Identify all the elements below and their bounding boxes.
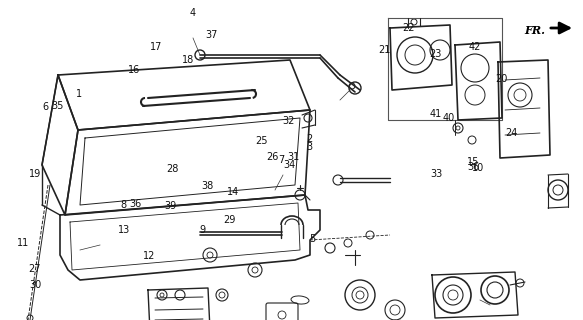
Text: 1: 1 [76, 89, 82, 100]
Text: 40: 40 [442, 113, 455, 123]
Text: 9: 9 [200, 225, 206, 236]
Text: 37: 37 [205, 29, 217, 40]
Text: 31: 31 [287, 152, 300, 162]
Text: 8: 8 [121, 200, 127, 210]
Text: 17: 17 [150, 42, 163, 52]
Text: 14: 14 [227, 187, 240, 197]
Text: 7: 7 [278, 155, 284, 165]
Text: 6: 6 [43, 102, 48, 112]
Text: 36: 36 [467, 162, 480, 172]
Text: 20: 20 [495, 74, 508, 84]
Text: 21: 21 [378, 44, 391, 55]
Text: 33: 33 [430, 169, 442, 180]
Text: 2: 2 [306, 134, 312, 144]
Text: 18: 18 [181, 55, 194, 65]
Text: 32: 32 [282, 116, 295, 126]
Text: 3: 3 [306, 141, 312, 152]
Text: 13: 13 [118, 225, 131, 236]
Text: 23: 23 [429, 49, 442, 59]
Text: 24: 24 [505, 128, 518, 138]
Text: 27: 27 [29, 264, 41, 274]
Text: 22: 22 [402, 23, 415, 33]
Text: 35: 35 [51, 100, 64, 111]
Text: 19: 19 [29, 169, 41, 180]
Text: 11: 11 [17, 238, 30, 248]
Text: 41: 41 [430, 108, 442, 119]
Text: 26: 26 [266, 152, 279, 162]
Text: 10: 10 [472, 163, 484, 173]
Text: 4: 4 [189, 8, 195, 18]
Text: 5: 5 [309, 234, 315, 244]
Text: 34: 34 [283, 160, 296, 170]
Text: 12: 12 [142, 251, 155, 261]
Text: FR.: FR. [524, 25, 545, 36]
Text: 28: 28 [166, 164, 179, 174]
Text: 16: 16 [128, 65, 141, 76]
Text: 38: 38 [201, 180, 214, 191]
Text: 29: 29 [223, 215, 236, 225]
Text: 36: 36 [129, 199, 142, 209]
Text: 39: 39 [164, 201, 177, 212]
Text: 25: 25 [255, 136, 268, 146]
Text: 42: 42 [468, 42, 481, 52]
Text: 15: 15 [467, 156, 480, 167]
Text: 30: 30 [29, 280, 41, 290]
